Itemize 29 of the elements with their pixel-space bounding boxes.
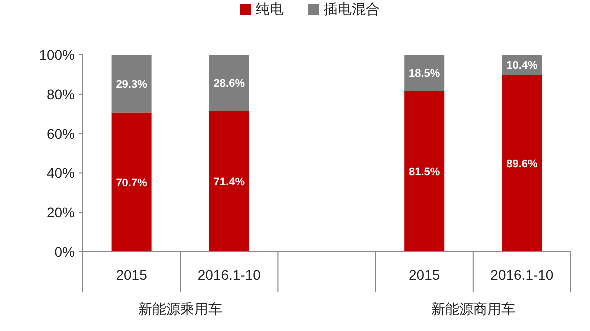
data-label: 70.7% <box>116 177 148 190</box>
data-label: 29.3% <box>116 78 148 91</box>
data-label: 28.6% <box>214 78 246 90</box>
legend-label: 插电混合 <box>324 1 380 17</box>
bar <box>209 55 250 112</box>
x-tick-label: 2016.1-10 <box>490 267 554 283</box>
x-tick-label: 2015 <box>116 267 148 283</box>
data-label: 18.5% <box>409 68 440 80</box>
x-tick-label: 2015 <box>409 267 440 283</box>
data-label: 89.6% <box>506 158 538 171</box>
y-tick-label: 100% <box>39 47 75 63</box>
data-label: 10.4% <box>506 60 538 72</box>
bar <box>404 55 445 92</box>
bar <box>502 75 542 252</box>
bar <box>112 55 152 113</box>
data-label: 71.4% <box>214 176 246 189</box>
bar <box>404 91 445 252</box>
text: 新能源乘用车 <box>138 301 223 317</box>
y-tick-label: 60% <box>46 126 75 142</box>
y-tick-label: 80% <box>46 86 75 102</box>
bar <box>112 112 152 252</box>
y-tick-label: 0% <box>54 244 75 260</box>
bar <box>209 111 250 252</box>
data-label: 81.5% <box>409 166 440 179</box>
y-tick-label: 20% <box>46 204 75 221</box>
text: 新能源商用车 <box>431 301 516 317</box>
legend-label: 纯电 <box>256 1 284 17</box>
x-tick-label: 2016.1-10 <box>198 267 262 283</box>
y-tick-label: 40% <box>46 165 75 182</box>
